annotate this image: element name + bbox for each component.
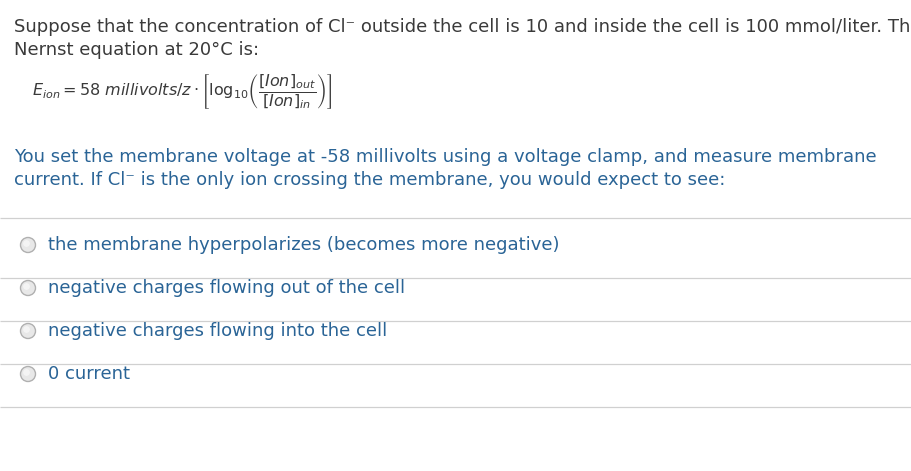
Circle shape <box>20 237 36 252</box>
Circle shape <box>23 369 30 376</box>
Circle shape <box>20 324 36 339</box>
Text: current. If Cl⁻ is the only ion crossing the membrane, you would expect to see:: current. If Cl⁻ is the only ion crossing… <box>14 171 724 189</box>
Text: the membrane hyperpolarizes (becomes more negative): the membrane hyperpolarizes (becomes mor… <box>48 236 558 254</box>
Text: $E_{\mathit{ion}} = 58\ \mathit{millivolts}/z \cdot \left[\log_{10}\!\left(\dfra: $E_{\mathit{ion}} = 58\ \mathit{millivol… <box>32 72 333 111</box>
Text: 0 current: 0 current <box>48 365 130 383</box>
Circle shape <box>23 326 30 333</box>
Text: Suppose that the concentration of Cl⁻ outside the cell is 10 and inside the cell: Suppose that the concentration of Cl⁻ ou… <box>14 18 911 36</box>
Text: negative charges flowing into the cell: negative charges flowing into the cell <box>48 322 387 340</box>
Text: You set the membrane voltage at -58 millivolts using a voltage clamp, and measur: You set the membrane voltage at -58 mill… <box>14 148 875 166</box>
Circle shape <box>20 366 36 382</box>
Circle shape <box>20 281 36 295</box>
Text: Nernst equation at 20°C is:: Nernst equation at 20°C is: <box>14 41 259 59</box>
Text: negative charges flowing out of the cell: negative charges flowing out of the cell <box>48 279 404 297</box>
Circle shape <box>23 283 30 290</box>
Circle shape <box>23 240 30 247</box>
